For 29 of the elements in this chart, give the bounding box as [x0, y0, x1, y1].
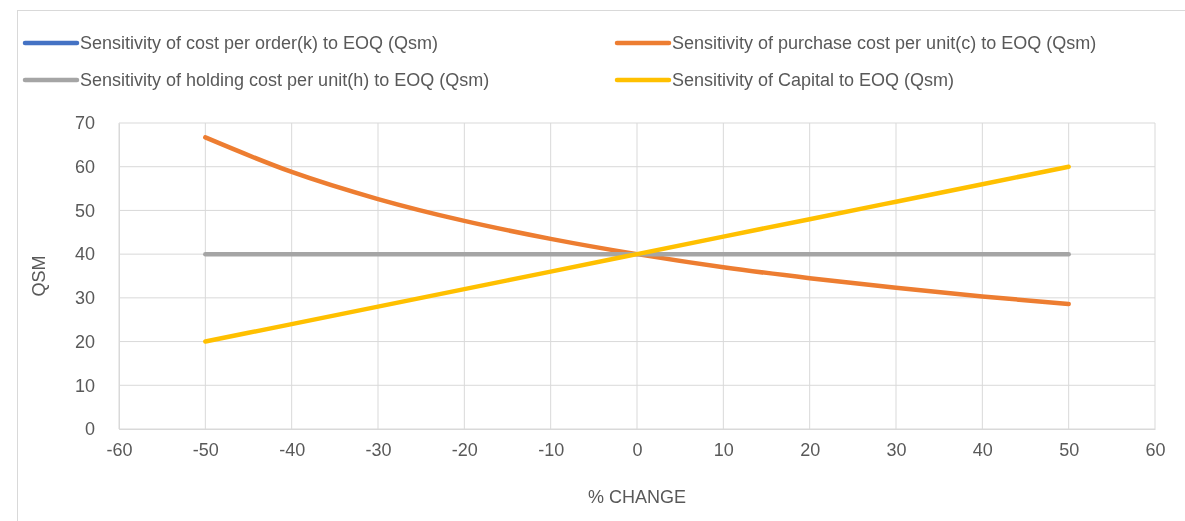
x-tick-label: 30: [886, 439, 907, 460]
x-tick-label: -40: [279, 439, 306, 460]
x-tick-label: -10: [538, 439, 565, 460]
x-tick-label: -50: [192, 439, 219, 460]
line-series: [203, 164, 1071, 344]
y-tick-label: 70: [74, 113, 95, 134]
legend-label: Sensitivity of Capital to EOQ (Qsm): [672, 70, 955, 91]
y-tick-label: 30: [74, 288, 95, 309]
x-tick-label: 50: [1059, 439, 1080, 460]
legend-label: Sensitivity of holding cost per unit(h) to EOQ (Qsm): [80, 70, 490, 91]
y-tick-label: 10: [74, 375, 95, 396]
y-tick-label: 50: [74, 200, 95, 221]
y-tick-label: 20: [74, 331, 95, 352]
x-axis-title: % CHANGE: [587, 487, 687, 507]
y-axis-title: QSM: [29, 255, 49, 297]
x-tick-label: 60: [1145, 439, 1166, 460]
y-tick-label: 60: [74, 156, 95, 177]
x-tick-label: 0: [632, 439, 643, 460]
y-tick-label: 0: [84, 419, 95, 440]
y-tick-label: 40: [74, 244, 95, 265]
x-tick-label: -30: [365, 439, 392, 460]
legend-label: Sensitivity of purchase cost per unit(c) to EOQ (Qsm): [672, 33, 1097, 54]
legend-label: Sensitivity of cost per order(k) to EOQ (Qsm): [80, 33, 439, 54]
x-tick-label: 20: [800, 439, 821, 460]
x-tick-label: 40: [972, 439, 993, 460]
x-tick-label: -20: [451, 439, 478, 460]
line-series: [203, 135, 1071, 307]
x-tick-label: 10: [713, 439, 734, 460]
x-tick-label: -60: [106, 439, 133, 460]
